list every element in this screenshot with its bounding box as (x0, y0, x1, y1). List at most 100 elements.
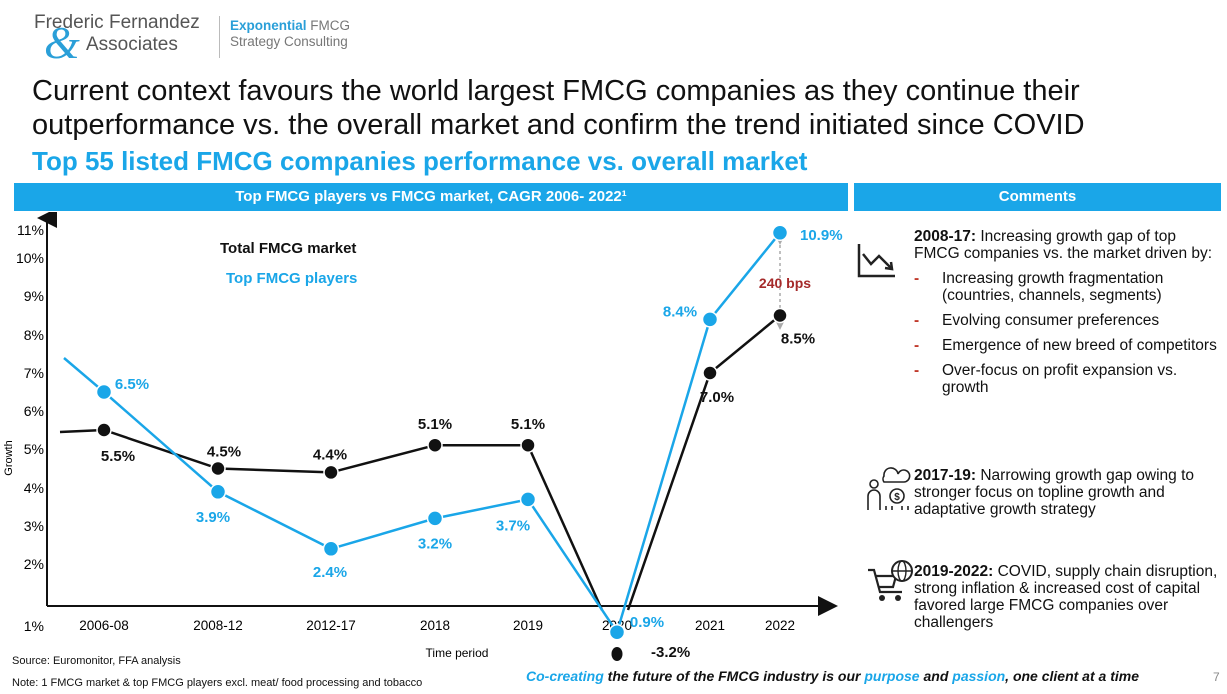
data-label: 7.0% (700, 389, 734, 406)
series-line-market-recovery (626, 314, 781, 611)
y-tick-label: 5% (24, 441, 44, 457)
footer-part: , one client at a time (1005, 668, 1139, 684)
data-point (702, 365, 718, 381)
data-label: 4.4% (313, 446, 347, 463)
data-point (611, 647, 623, 661)
logo-tagline-accent: Exponential (230, 18, 307, 33)
investor-growth-icon: $ (867, 467, 911, 510)
page-headline: Current context favours the world larges… (32, 75, 1085, 141)
x-tick-label: 2022 (765, 618, 795, 633)
legend-market: Total FMCG market (220, 240, 356, 257)
x-tick-labels: 2006-082008-122012-172018201920202021202… (79, 618, 795, 633)
logo-tagline-line2: Strategy Consulting (230, 34, 348, 49)
data-label: 4.5% (207, 444, 241, 461)
footnote: Note: 1 FMCG market & top FMCG players e… (12, 677, 423, 689)
data-label: 5.1% (418, 416, 452, 433)
comment-title: 2017-19: (914, 467, 977, 484)
trend-down-icon (857, 244, 895, 278)
data-label: 0.9% (630, 614, 664, 631)
comment-text: Narrowing growth gap owing to stronger f… (914, 467, 1195, 518)
data-point (426, 510, 444, 527)
y-tick-label: 3% (24, 518, 44, 534)
y-tick-label: 10% (16, 250, 44, 266)
data-point (210, 460, 226, 477)
data-label: 6.5% (115, 376, 149, 393)
logo-divider (219, 16, 220, 58)
logo-name-line1: Frederic Fernandez (34, 12, 200, 33)
legend-top-players: Top FMCG players (226, 270, 357, 287)
bullet-item: Emergence of new breed of competitors (914, 337, 1222, 354)
footer-tagline: Co-creating the future of the FMCG indus… (526, 668, 1139, 684)
data-label: 3.2% (418, 535, 452, 552)
data-label: 3.7% (496, 517, 530, 534)
y-tick-label: 11% (17, 222, 44, 238)
footer-part: Co-creating (526, 668, 604, 684)
comment-text: COVID, supply chain disruption, strong i… (914, 563, 1218, 631)
data-point (520, 437, 536, 453)
y-tick-label: 4% (24, 480, 44, 496)
x-axis-label: Time period (426, 646, 489, 660)
data-label: -3.2% (651, 644, 690, 661)
data-point (95, 383, 113, 401)
data-label: 5.5% (101, 448, 135, 465)
x-tick-label: 2006-08 (79, 618, 129, 633)
line-chart: 11% 10% 9% 8% 7% 6% 5% 4% 3% 2% 1% 2006-08 2008-12 2… (3, 212, 843, 661)
logo-tagline-rest: FMCG (306, 18, 351, 33)
data-point (427, 437, 443, 453)
data-point (96, 422, 112, 438)
gap-annotation: 240 bps (759, 275, 811, 291)
comment-2008-17: 2008-17: Increasing growth gap of top FM… (914, 228, 1222, 404)
page-number: 7 (1213, 670, 1220, 684)
data-point (771, 224, 789, 242)
data-label: 10.9% (800, 227, 843, 244)
logo-name-line2: Associates (86, 34, 178, 55)
y-tick-label: 6% (24, 403, 44, 419)
footer-part: purpose (864, 668, 920, 684)
y-tick-label: 1% (24, 618, 44, 634)
comment-title: 2008-17: (914, 228, 977, 245)
logo-name: Frederic Fernandez Associates (34, 12, 200, 56)
data-label: 2.4% (313, 564, 347, 581)
x-tick-label: 2021 (695, 618, 725, 633)
data-point (519, 491, 537, 508)
comment-text: Increasing growth gap of top FMCG compan… (914, 228, 1213, 262)
x-tick-label: 2008-12 (193, 618, 243, 633)
x-tick-label: 2019 (513, 618, 543, 633)
source-note: Source: Euromonitor, FFA analysis (12, 655, 181, 667)
data-label: 3.9% (196, 509, 230, 526)
bullet-item: Evolving consumer preferences (914, 312, 1222, 329)
logo-ampersand: & (44, 17, 80, 68)
series-line-market-drop (526, 444, 604, 611)
data-point (323, 464, 339, 481)
svg-text:$: $ (894, 492, 900, 503)
data-label: 8.4% (663, 303, 697, 320)
comment-bullets: Increasing growth fragmentation (countri… (914, 270, 1222, 396)
comments-header-bar: Comments (854, 183, 1221, 211)
series-layer: 5.5% 4.5% 4.4% 5.1% 5.1% -3.2% 7.0% 8.5% 6.5% 3.9… (59, 224, 843, 661)
logo-tagline: Exponential FMCG Strategy Consulting (230, 18, 350, 50)
comment-title: 2019-2022: (914, 563, 994, 580)
y-tick-label: 7% (24, 365, 44, 381)
bullet-item: Over-focus on profit expansion vs. growt… (914, 362, 1222, 396)
global-cart-icon (868, 560, 913, 601)
bullet-item: Increasing growth fragmentation (countri… (914, 270, 1222, 304)
footer-part: passion (952, 668, 1006, 684)
y-tick-label: 2% (24, 556, 44, 572)
chart-header-bar: Top FMCG players vs FMCG market, CAGR 20… (14, 183, 848, 211)
data-label: 8.5% (781, 331, 815, 348)
page-subheadline: Top 55 listed FMCG companies performance… (32, 146, 808, 176)
x-tick-label: 2012-17 (306, 618, 356, 633)
comment-2019-2022: 2019-2022: COVID, supply chain disruptio… (914, 563, 1222, 631)
data-label: 5.1% (511, 416, 545, 433)
data-point (608, 623, 626, 641)
y-axis-label: Growth (3, 440, 15, 475)
y-tick-label: 8% (24, 327, 44, 343)
footer-part: and (919, 668, 953, 684)
data-point (209, 483, 227, 501)
data-point (701, 311, 719, 328)
y-tick-label: 9% (24, 288, 44, 304)
data-point (322, 540, 340, 558)
footer-part: the future of the FMCG industry is our (603, 668, 865, 684)
data-point (772, 307, 788, 324)
comment-2017-19: 2017-19: Narrowing growth gap owing to s… (914, 467, 1222, 518)
